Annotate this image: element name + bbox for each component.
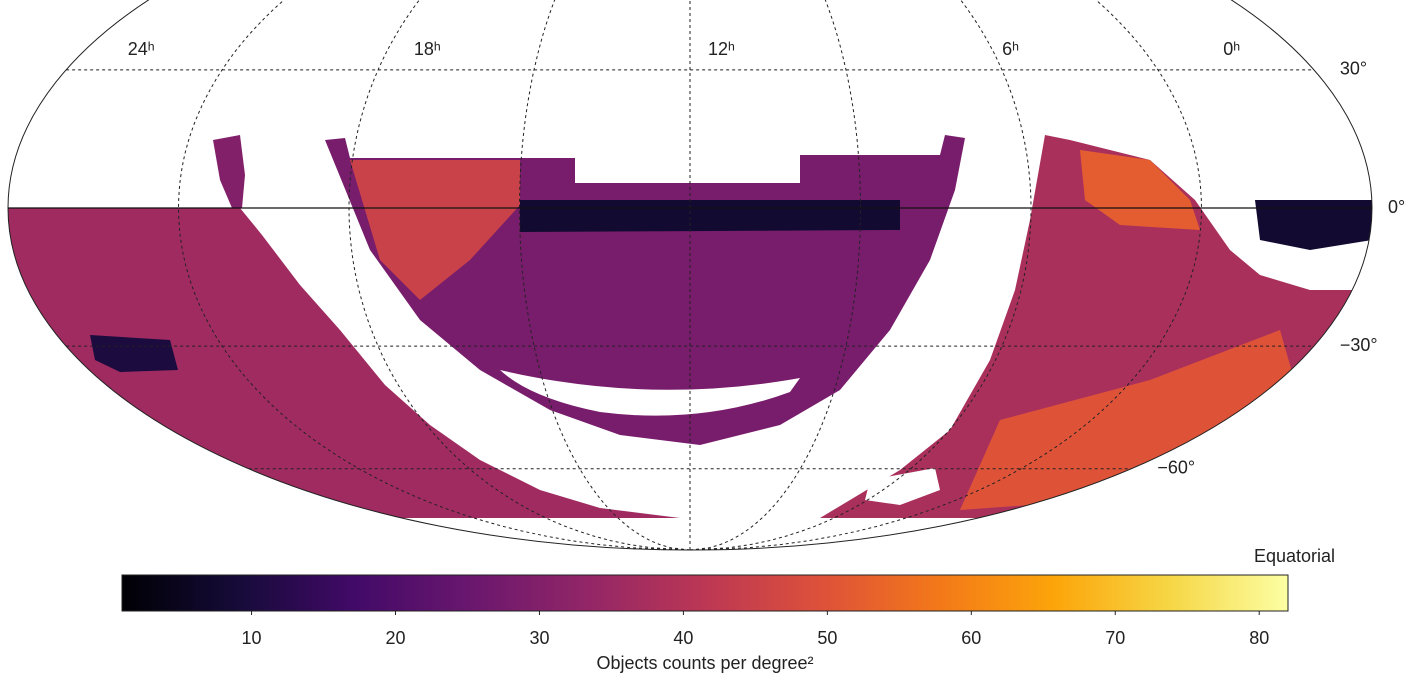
ra-label: 18ʰ [414, 39, 441, 59]
dec-label: −60° [1157, 457, 1195, 477]
dec-label: 0° [1388, 197, 1405, 217]
density-region [1255, 200, 1372, 250]
colorbar-tick-label: 30 [529, 628, 549, 648]
gap [865, 468, 940, 505]
density-region [90, 335, 178, 372]
colorbar [121, 574, 1289, 612]
colorbar-tick-label: 20 [385, 628, 405, 648]
colorbar-tick-label: 50 [817, 628, 837, 648]
colorbar-tick-label: 70 [1105, 628, 1125, 648]
ra-label: 6ʰ [1002, 39, 1019, 59]
meridian [689, 0, 1203, 550]
colorbar-tick-label: 60 [961, 628, 981, 648]
ra-label: 0ʰ [1223, 39, 1240, 59]
density-region [350, 160, 520, 300]
ra-label: 12ʰ [708, 39, 735, 59]
colorbar-tick-label: 40 [673, 628, 693, 648]
colorbar-tick-label: 80 [1249, 628, 1269, 648]
density-region [520, 200, 900, 232]
colorbar-label: Objects counts per degree² [596, 653, 813, 673]
dec-label: −30° [1340, 335, 1378, 355]
dec-label: 30° [1340, 59, 1367, 79]
frame-label: Equatorial [1254, 546, 1335, 566]
colorbar-tick-label: 10 [242, 628, 262, 648]
density-region [213, 135, 245, 208]
ra-label: 24ʰ [128, 39, 155, 59]
density-region [1080, 150, 1200, 230]
gap [500, 370, 800, 416]
